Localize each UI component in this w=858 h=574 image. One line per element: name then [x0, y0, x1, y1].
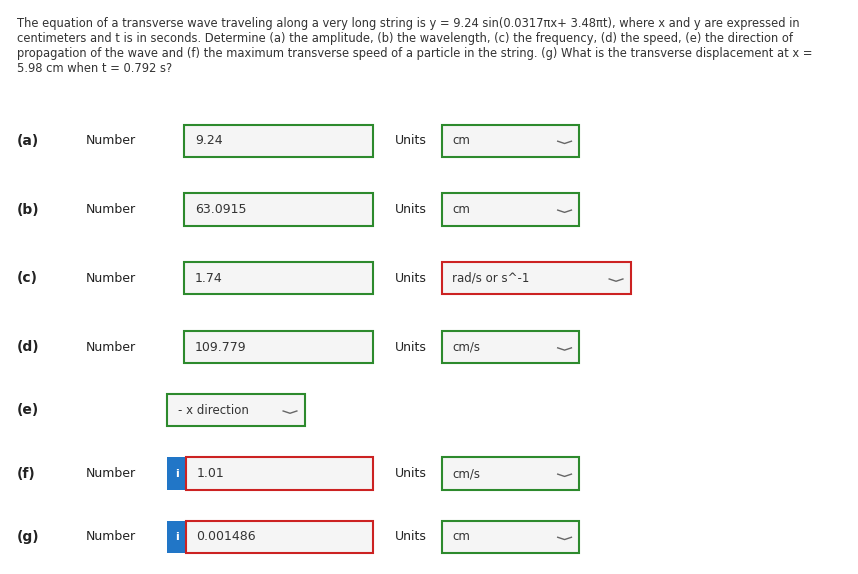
Text: Units: Units [395, 272, 426, 285]
Text: Units: Units [395, 530, 426, 543]
Text: Number: Number [86, 341, 136, 354]
Text: - x direction: - x direction [178, 404, 249, 417]
Text: (c): (c) [17, 272, 38, 285]
Text: 1.74: 1.74 [195, 272, 222, 285]
Text: cm/s: cm/s [452, 341, 480, 354]
Text: 0.001486: 0.001486 [196, 530, 256, 543]
Text: cm/s: cm/s [452, 467, 480, 480]
Text: Units: Units [395, 467, 426, 480]
Text: Units: Units [395, 341, 426, 354]
Text: Units: Units [395, 203, 426, 216]
Text: 63.0915: 63.0915 [195, 203, 246, 216]
Text: cm: cm [452, 134, 470, 147]
Text: Number: Number [86, 530, 136, 543]
Text: i: i [175, 468, 178, 479]
Text: cm: cm [452, 530, 470, 543]
Text: 1.01: 1.01 [196, 467, 224, 480]
Text: Number: Number [86, 467, 136, 480]
Text: Number: Number [86, 272, 136, 285]
Text: 109.779: 109.779 [195, 341, 246, 354]
Text: Units: Units [395, 134, 426, 147]
Text: Number: Number [86, 134, 136, 147]
Text: (e): (e) [17, 404, 39, 417]
Text: (d): (d) [17, 340, 39, 354]
Text: rad/s or s^-1: rad/s or s^-1 [452, 272, 529, 285]
Text: i: i [175, 532, 178, 542]
Text: cm: cm [452, 203, 470, 216]
Text: (g): (g) [17, 530, 39, 544]
Text: The equation of a transverse wave traveling along a very long string is y = 9.24: The equation of a transverse wave travel… [17, 17, 813, 75]
Text: (f): (f) [17, 467, 36, 480]
Text: (b): (b) [17, 203, 39, 216]
Text: Number: Number [86, 203, 136, 216]
Text: 9.24: 9.24 [195, 134, 222, 147]
Text: (a): (a) [17, 134, 39, 148]
